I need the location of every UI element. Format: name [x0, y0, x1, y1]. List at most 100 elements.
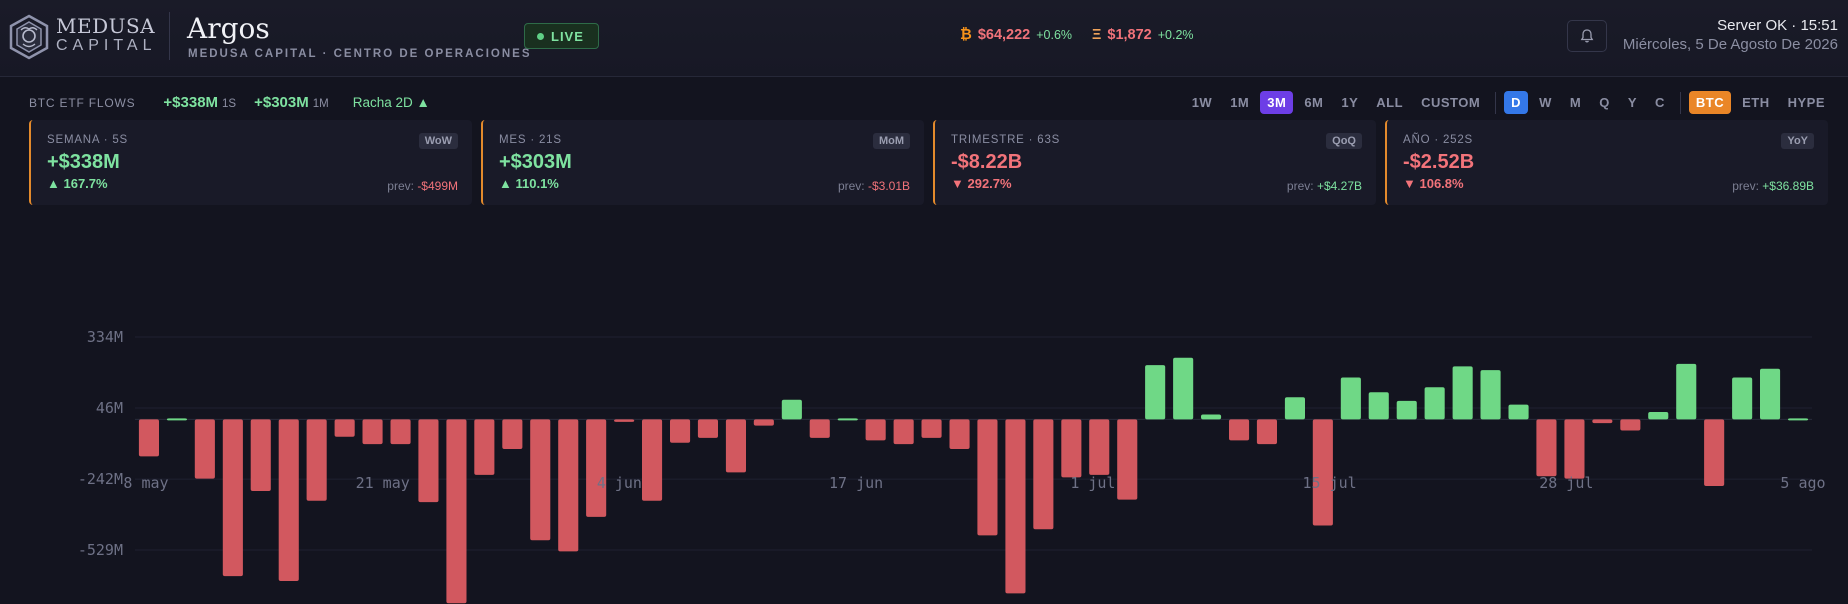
flow-bar: [1704, 419, 1725, 486]
x-tick-label: 15 jul: [1303, 474, 1357, 492]
x-tick-label: 28 jul: [1539, 474, 1593, 492]
flow-bar: [1424, 387, 1445, 420]
ticker-btc[interactable]: ₿ $64,222 +0.6%: [960, 27, 1072, 43]
app-title: Argos: [187, 12, 270, 45]
flow-bar: [1201, 414, 1222, 420]
ethereum-icon: Ξ: [1092, 27, 1102, 43]
card-badge: QoQ: [1326, 133, 1362, 149]
range-button-1m[interactable]: 1M: [1230, 95, 1250, 110]
flow-bar: [614, 419, 635, 422]
brand-wordmark: MEDUSA CAPITAL: [56, 16, 157, 54]
flow-bar: [446, 419, 467, 604]
ticker-eth[interactable]: Ξ $1,872 +0.2%: [1092, 27, 1194, 43]
range-button-1y[interactable]: 1Y: [1341, 95, 1359, 110]
flow-bar: [809, 419, 830, 438]
y-tick-label: -529M: [78, 541, 123, 559]
y-tick-label: 46M: [96, 399, 123, 417]
period-card-quarter[interactable]: TRIMESTRE · 63S QoQ -$8.22B ▼ 292.7% pre…: [933, 120, 1376, 205]
granularity-button-w[interactable]: W: [1539, 95, 1552, 110]
flow-bar: [1732, 377, 1753, 420]
granularity-button-d[interactable]: D: [1504, 91, 1529, 114]
flow-bar: [1145, 365, 1166, 420]
card-value: -$2.52B: [1403, 151, 1475, 173]
range-button-3m[interactable]: 3M: [1260, 91, 1294, 114]
card-label: SEMANA · 5S: [47, 134, 129, 146]
flow-bar: [1676, 363, 1697, 420]
card-value: +$338M: [47, 151, 120, 173]
brand-line-2: CAPITAL: [56, 37, 157, 54]
granularity-button-m[interactable]: M: [1569, 95, 1582, 110]
prev-value: -$499M: [417, 179, 458, 193]
flow-bar: [753, 419, 774, 426]
flow-bar: [1564, 419, 1585, 479]
flow-bar: [1480, 370, 1501, 420]
flow-bar: [1229, 419, 1250, 441]
card-prev: prev: -$499M: [387, 179, 458, 193]
flow-bar: [670, 419, 691, 443]
live-status-badge: LIVE: [524, 23, 599, 49]
flow-bar: [474, 419, 495, 475]
granularity-button-y[interactable]: Y: [1627, 95, 1637, 110]
flow-bar: [1005, 419, 1026, 594]
bell-icon: [1580, 29, 1594, 43]
period-card-week[interactable]: SEMANA · 5S WoW +$338M ▲ 167.7% prev: -$…: [29, 120, 472, 205]
asset-button-hype[interactable]: HYPE: [1787, 95, 1825, 110]
flow-bar: [1089, 419, 1110, 475]
flow-bar: [865, 419, 886, 441]
prev-value: -$3.01B: [867, 179, 910, 193]
notifications-button[interactable]: [1567, 20, 1607, 52]
granularity-button-q[interactable]: Q: [1599, 95, 1610, 110]
card-change: ▲ 110.1%: [499, 176, 559, 191]
chart-controls: 1W 1M 3M 6M 1Y ALL CUSTOM D W M Q Y C BT…: [1185, 91, 1832, 114]
range-button-custom[interactable]: CUSTOM: [1421, 95, 1481, 110]
period-card-year[interactable]: AÑO · 252S YoY -$2.52B ▼ 106.8% prev: +$…: [1385, 120, 1828, 205]
range-button-all[interactable]: ALL: [1376, 95, 1404, 110]
flow-bar: [1061, 419, 1082, 478]
flow-bar: [1284, 397, 1305, 420]
flow-bar: [1340, 377, 1361, 420]
prev-label: prev:: [387, 179, 414, 193]
x-tick-label: 5 ago: [1780, 474, 1825, 492]
flows-week-unit: 1S: [222, 98, 237, 110]
flow-bar: [642, 419, 663, 501]
top-header: MEDUSA CAPITAL Argos MEDUSA CAPITAL · CE…: [0, 0, 1848, 77]
flow-bar: [1173, 357, 1194, 420]
flow-bar: [1396, 400, 1417, 420]
flow-bar: [1256, 419, 1277, 445]
range-button-1w[interactable]: 1W: [1191, 95, 1213, 110]
range-button-6m[interactable]: 6M: [1304, 95, 1324, 110]
y-tick-label: 334M: [87, 328, 123, 346]
y-tick-label: -242M: [78, 470, 123, 488]
flows-month-unit: 1M: [312, 98, 329, 110]
ticker-price: $64,222: [977, 27, 1031, 43]
period-card-month[interactable]: MES · 21S MoM +$303M ▲ 110.1% prev: -$3.…: [481, 120, 924, 205]
brand-line-1: MEDUSA: [56, 14, 156, 38]
flow-bar: [586, 419, 607, 517]
card-prev: prev: -$3.01B: [838, 179, 910, 193]
flow-bar: [1117, 419, 1138, 500]
flow-bar: [893, 419, 914, 445]
granularity-button-c[interactable]: C: [1654, 95, 1665, 110]
prev-label: prev:: [1732, 179, 1759, 193]
flow-bar: [166, 418, 187, 421]
card-prev: prev: +$36.89B: [1732, 179, 1814, 193]
x-tick-label: 8 may: [123, 474, 168, 492]
flows-month-value: +$303M: [254, 94, 309, 111]
card-value: +$303M: [499, 151, 572, 173]
card-label: MES · 21S: [499, 134, 562, 146]
asset-button-eth[interactable]: ETH: [1742, 95, 1770, 110]
flow-bar: [558, 419, 579, 552]
ticker-change: +0.6%: [1036, 28, 1073, 42]
x-tick-label: 21 may: [356, 474, 410, 492]
flow-bar: [1592, 419, 1613, 424]
flow-bar: [194, 419, 215, 479]
flows-label: BTC ETF FLOWS: [29, 96, 136, 110]
ticker-price: $1,872: [1107, 27, 1152, 43]
asset-button-btc[interactable]: BTC: [1688, 91, 1732, 114]
live-dot-icon: [537, 32, 544, 40]
price-tickers: ₿ $64,222 +0.6% Ξ $1,872 +0.2%: [960, 27, 1194, 43]
x-tick-label: 1 jul: [1070, 474, 1115, 492]
flow-bar: [1033, 419, 1054, 530]
prev-label: prev:: [1286, 179, 1314, 193]
